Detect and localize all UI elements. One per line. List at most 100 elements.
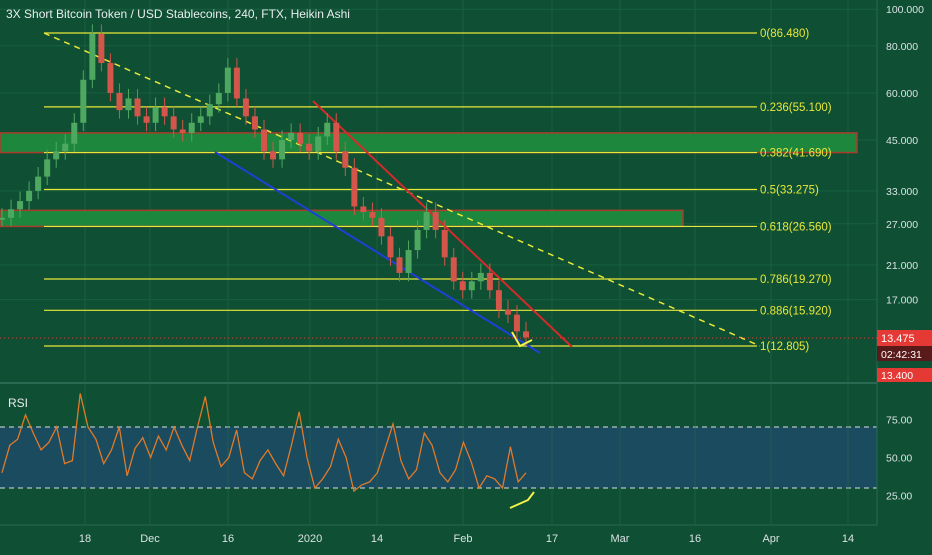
- low-price-badge: [877, 368, 932, 382]
- candle-body: [0, 217, 5, 220]
- price-axis-ticks: 100.000 80.000 60.000 45.000 33.000 27.000 21.…: [886, 4, 924, 306]
- price-tick-label: 60.000: [886, 88, 918, 100]
- candle-body: [152, 107, 159, 123]
- rsi-grid: [84, 383, 849, 525]
- time-tick-label: Mar: [611, 533, 630, 545]
- candle-body: [242, 98, 249, 117]
- candle-body: [233, 67, 240, 99]
- candle-body: [98, 33, 105, 64]
- candle-body: [35, 176, 42, 191]
- candle-body: [405, 250, 412, 273]
- candle-body: [423, 212, 430, 230]
- candle-body: [351, 167, 358, 207]
- candle-body: [116, 92, 123, 111]
- current-price-value: 13.475: [881, 333, 915, 345]
- countdown-badge: [877, 346, 932, 361]
- candle-body: [414, 229, 421, 251]
- fib-label: 0(86.480): [760, 28, 809, 40]
- candle-body: [224, 67, 231, 93]
- candle-body: [80, 79, 87, 123]
- time-tick-label: 14: [842, 533, 854, 545]
- candle-body: [306, 143, 313, 152]
- price-tick-label: 17.000: [886, 295, 918, 307]
- candle-body: [71, 122, 78, 144]
- dashed-trendline[interactable]: [43, 32, 761, 347]
- time-tick-label: 18: [79, 533, 91, 545]
- time-tick-label: 14: [371, 533, 383, 545]
- low-price-value: 13.400: [881, 370, 913, 382]
- time-tick-label: 17: [546, 533, 558, 545]
- candle-body: [523, 331, 529, 338]
- time-tick-label: Apr: [762, 533, 779, 545]
- candle-body: [134, 98, 141, 117]
- countdown-value: 02:42:31: [881, 349, 922, 361]
- fib-label: 1(12.805): [760, 341, 809, 353]
- candle-body: [387, 236, 394, 258]
- candle-body: [170, 116, 177, 130]
- supply-zone[interactable]: [0, 209, 684, 228]
- fib-label: 0.618(26.560): [760, 221, 832, 233]
- candle-body: [504, 309, 511, 315]
- candle-body: [107, 63, 114, 93]
- time-tick-label: Dec: [140, 533, 160, 545]
- candle-body: [477, 272, 484, 282]
- time-tick-label: 16: [689, 533, 701, 545]
- blue-support-line[interactable]: [214, 151, 541, 354]
- main-grid: [0, 0, 877, 383]
- rsi-axis-ticks: 75.00 50.00 25.00: [886, 414, 912, 502]
- current-price-badge: [877, 330, 932, 346]
- rsi-tick-label: 50.00: [886, 453, 912, 465]
- rsi-tick-label: 75.00: [886, 414, 912, 426]
- price-tick-label: 27.000: [886, 219, 918, 231]
- candle-body: [468, 281, 475, 291]
- supply-zone[interactable]: [0, 132, 858, 154]
- price-tick-label: 21.000: [886, 260, 918, 272]
- fib-label: 0.886(15.920): [760, 305, 832, 317]
- candle-body: [188, 122, 195, 133]
- candle-body: [62, 143, 69, 152]
- candle-body: [513, 314, 520, 332]
- candle-body: [378, 217, 385, 237]
- candle-body: [450, 257, 457, 282]
- candle-body: [89, 33, 96, 80]
- chart-title: 3X Short Bitcoin Token / USD Stablecoins…: [6, 7, 350, 21]
- candle-body: [360, 206, 367, 213]
- fib-label: 0.5(33.275): [760, 185, 819, 197]
- candle-body: [279, 140, 286, 160]
- candle-body: [215, 92, 222, 105]
- candle-body: [324, 122, 331, 137]
- candle-body: [495, 290, 502, 310]
- candle-body: [459, 281, 466, 291]
- candle-body: [161, 107, 168, 117]
- candle-body: [441, 229, 448, 258]
- time-axis[interactable]: [0, 525, 932, 550]
- candle-body: [261, 129, 267, 152]
- time-axis-ticks: 18 Dec 16 2020 14 Feb 17 Mar 16 Apr 14: [79, 533, 854, 545]
- rsi-series-line: [1, 393, 527, 493]
- candle-body: [486, 272, 493, 291]
- candle-body: [342, 151, 349, 168]
- price-axis[interactable]: [877, 0, 932, 525]
- candle-body: [53, 151, 60, 160]
- price-tick-label: 100.000: [886, 4, 924, 16]
- candle-body: [333, 122, 340, 152]
- candle-body: [315, 136, 322, 152]
- price-tick-label: 80.000: [886, 41, 918, 53]
- candle-body: [197, 116, 204, 123]
- rsi-band: [0, 427, 877, 488]
- red-resistance-line[interactable]: [312, 100, 573, 348]
- fib-levels: 0(86.480) 0.236(55.100) 0.382(41.690) 0.5(3…: [44, 28, 832, 353]
- candle-body: [369, 212, 376, 218]
- price-tick-label: 45.000: [886, 135, 918, 147]
- candle-body: [297, 132, 304, 144]
- candle-body: [270, 151, 277, 160]
- candle-body: [251, 116, 258, 130]
- fib-label: 0.236(55.100): [760, 102, 832, 114]
- candle-body: [44, 159, 51, 177]
- candle-body: [432, 212, 439, 230]
- candle-body: [179, 129, 186, 133]
- time-tick-label: Feb: [454, 533, 473, 545]
- candle-body: [206, 104, 213, 117]
